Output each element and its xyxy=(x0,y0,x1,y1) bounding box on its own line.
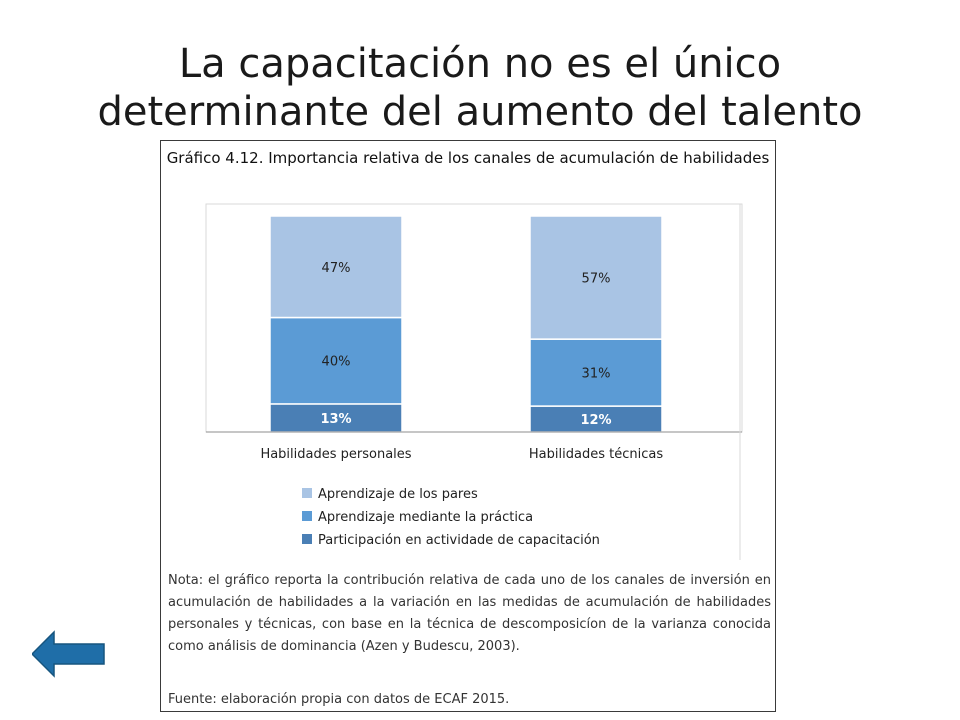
x-tick-label: Habilidades personales xyxy=(260,447,411,462)
legend-label: Aprendizaje mediante la práctica xyxy=(318,510,533,525)
legend-swatch xyxy=(302,488,312,498)
data-label: 13% xyxy=(320,412,351,427)
back-button[interactable] xyxy=(30,628,106,680)
bar-segment xyxy=(529,338,663,407)
figure-note: Nota: el gráfico reporta la contribución… xyxy=(168,573,771,654)
legend-label: Aprendizaje de los pares xyxy=(318,487,478,502)
figure-frame xyxy=(160,140,776,712)
bar-segment xyxy=(269,215,403,319)
data-label: 12% xyxy=(580,413,611,428)
chart-svg: 13% 40% 47% Habilidades personales 12% 31% 57%… xyxy=(205,203,743,560)
chart-title: Gráfico 4.12. Importancia relativa de lo… xyxy=(166,149,770,167)
figure-notes: Nota: el gráfico reporta la contribución… xyxy=(162,564,774,710)
legend-label: Participación en actividade de capacitac… xyxy=(318,533,600,548)
bar-segment xyxy=(529,405,663,433)
bar-segment xyxy=(269,403,403,433)
figure-source: Fuente: elaboración propia con datos de … xyxy=(168,692,510,707)
bar-segment xyxy=(529,215,663,340)
chart-container: 13% 40% 47% Habilidades personales 12% 31% 57%… xyxy=(162,142,774,560)
left-arrow-icon xyxy=(30,630,105,678)
data-label: 57% xyxy=(582,272,611,287)
legend-swatch xyxy=(302,511,312,521)
slide-title: La capacitación no es el único determina… xyxy=(97,41,863,183)
data-label: 40% xyxy=(322,355,351,370)
data-label: 31% xyxy=(582,367,611,382)
x-tick-label: Habilidades técnicas xyxy=(529,447,663,462)
legend-swatch xyxy=(302,534,312,544)
data-label: 47% xyxy=(322,261,351,276)
